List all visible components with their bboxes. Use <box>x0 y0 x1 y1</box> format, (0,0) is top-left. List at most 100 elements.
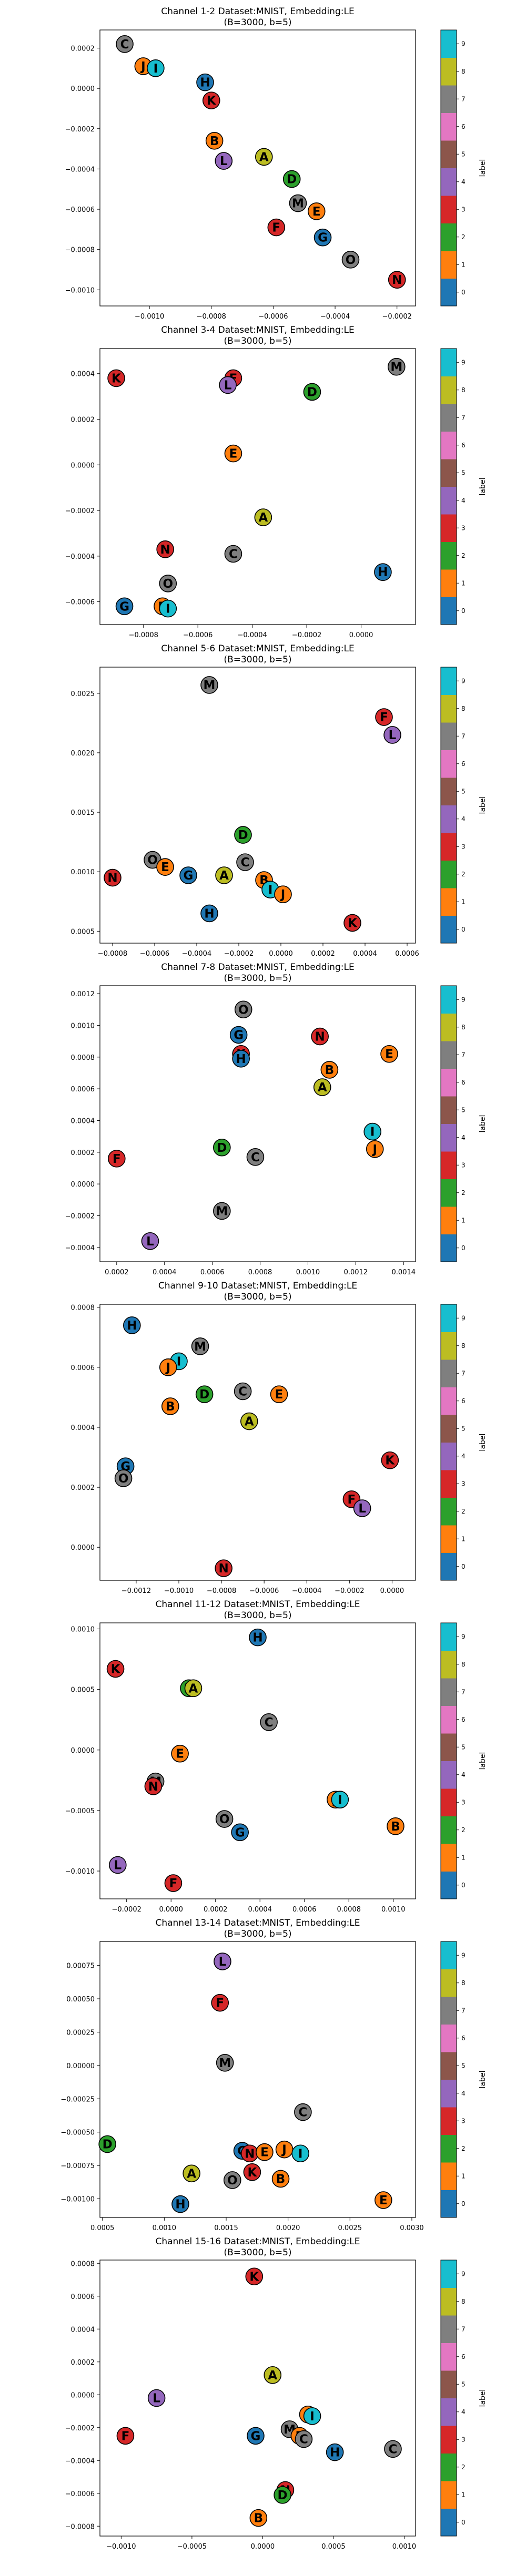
chart-title: Channel 7-8 Dataset:MNIST, Embedding:LE <box>161 962 354 973</box>
point-marker <box>205 131 224 150</box>
point-label: G <box>235 1826 245 1839</box>
colorbar-tick-label: 5 <box>461 2380 466 2388</box>
point-marker <box>116 2427 135 2445</box>
point-marker <box>147 2389 166 2407</box>
point-label: O <box>163 577 174 591</box>
chart-subtitle: (B=3000, b=5) <box>224 655 291 665</box>
point-label: M <box>390 361 402 374</box>
x-tick-label: −0.0002 <box>112 1906 141 1914</box>
y-tick-label: 0.0012 <box>71 990 95 998</box>
data-point-G: G <box>247 2427 265 2445</box>
colorbar-segment <box>441 1969 457 1997</box>
plot-area <box>99 1622 416 1899</box>
data-point-J: J <box>274 885 292 904</box>
colorbar-tick-label: 1 <box>461 1854 466 1861</box>
colorbar-tick-label: 3 <box>461 2117 466 2124</box>
y-tick-label: 0.0002 <box>71 1149 95 1157</box>
point-label: I <box>298 2147 303 2161</box>
y-tick-label: 0.0002 <box>71 416 95 424</box>
point-label: D <box>217 1141 227 1155</box>
data-point-H: H <box>196 73 214 91</box>
point-marker <box>159 1358 177 1376</box>
colorbar-tick-label: 1 <box>461 898 466 905</box>
point-marker <box>159 575 177 592</box>
x-tick-label: 0.0020 <box>276 2224 300 2232</box>
point-marker <box>234 1382 252 1401</box>
colorbar-tick-label: 1 <box>461 2172 466 2180</box>
colorbar-segment <box>441 404 457 432</box>
x-tick-label: −0.0002 <box>335 1587 364 1595</box>
data-point-F: F <box>342 1490 361 1508</box>
point-marker <box>216 2053 234 2072</box>
colorbar-tick-label: 8 <box>461 68 466 75</box>
point-marker <box>294 2103 312 2121</box>
colorbar-segment <box>441 1816 457 1844</box>
colorbar-tick-label: 4 <box>461 1453 466 1460</box>
colorbar-tick-label: 2 <box>461 871 466 878</box>
data-point-C: C <box>260 1713 278 1731</box>
data-point-A: A <box>184 1679 203 1698</box>
colorbar-segment <box>441 2508 457 2537</box>
data-point-C: C <box>294 2103 312 2121</box>
colorbar-frame <box>440 985 457 1262</box>
colorbar-tick-label: 4 <box>461 1771 466 1778</box>
colorbar-segment <box>441 1359 457 1387</box>
point-label: M <box>216 1204 228 1218</box>
point-marker <box>303 383 321 401</box>
colorbar-segment <box>441 251 457 279</box>
data-point-K: K <box>202 91 220 109</box>
colorbar-segment <box>441 2079 457 2108</box>
point-marker <box>219 376 237 394</box>
data-point-I: I <box>147 59 165 77</box>
y-tick-label: −0.0005 <box>65 1807 95 1815</box>
point-marker <box>388 271 406 289</box>
y-tick-label: 0.0005 <box>71 1686 95 1694</box>
colorbar-tick-label: 7 <box>461 1369 466 1377</box>
point-marker <box>215 866 233 884</box>
colorbar-frame <box>440 29 457 306</box>
x-tick-label: 0.0008 <box>337 1906 361 1914</box>
colorbar: 0 1 2 3 4 5 6 7 8 9 label <box>440 667 487 944</box>
x-tick-label: 0.0002 <box>204 1906 228 1914</box>
point-label: A <box>318 1081 327 1095</box>
x-tick-label: −0.0010 <box>106 2543 136 2551</box>
colorbar-segment <box>441 1068 457 1097</box>
point-marker <box>116 35 134 53</box>
colorbar-tick-label: 8 <box>461 386 466 394</box>
point-marker <box>104 868 122 887</box>
colorbar-segment <box>441 2398 457 2426</box>
colorbar-label: label <box>479 1434 487 1451</box>
point-marker <box>307 202 326 220</box>
point-label: I <box>338 1793 342 1807</box>
data-point-A: A <box>183 2164 200 2183</box>
point-marker <box>271 2170 290 2188</box>
data-point-G: G <box>115 597 134 616</box>
x-tick-label: −0.0004 <box>320 313 350 321</box>
y-tick-label: −0.0002 <box>65 507 95 515</box>
colorbar-segment <box>441 2052 457 2080</box>
data-point-B: B <box>387 1817 404 1835</box>
point-label: A <box>189 1682 198 1695</box>
colorbar-tick-label: 9 <box>461 359 466 366</box>
point-marker <box>232 1049 250 1068</box>
point-label: N <box>107 872 117 885</box>
colorbar-tick-label: 0 <box>461 1563 466 1570</box>
colorbar: 0 1 2 3 4 5 6 7 8 9 label <box>440 348 487 625</box>
point-label: N <box>148 1780 158 1794</box>
colorbar-label: label <box>479 2071 487 2089</box>
point-label: J <box>281 2143 287 2157</box>
point-label: D <box>103 2138 113 2152</box>
point-marker <box>313 1078 331 1096</box>
point-marker <box>231 1823 249 1842</box>
colorbar-tick-label: 7 <box>461 2325 466 2333</box>
point-marker <box>215 152 233 170</box>
x-tick-label: −0.0006 <box>140 950 169 958</box>
x-tick-label: 0.0030 <box>400 2224 424 2232</box>
chart-panel-6: Channel 11-12 Dataset:MNIST, Embedding:L… <box>65 1599 487 1914</box>
colorbar-segment <box>441 1332 457 1360</box>
x-tick-label: −0.0004 <box>182 950 211 958</box>
colorbar-tick-label: 7 <box>461 1688 466 1695</box>
point-label: K <box>207 94 217 108</box>
data-point-C: C <box>234 1382 252 1401</box>
x-tick-label: −0.0008 <box>197 313 226 321</box>
